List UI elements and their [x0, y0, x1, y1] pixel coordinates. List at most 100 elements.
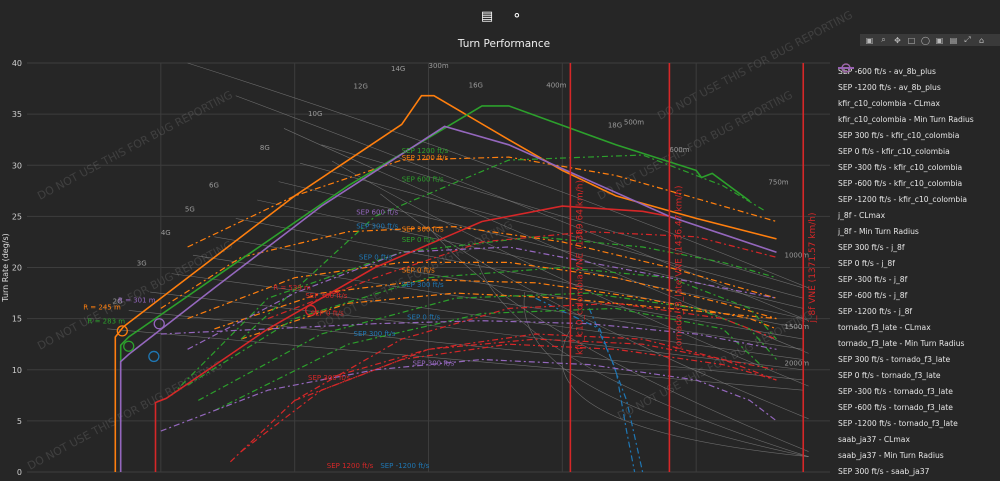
g-label: 2G: [113, 297, 123, 305]
sep-annotation: SEP 0 ft/s: [402, 236, 435, 244]
g-load-line: [321, 144, 804, 289]
legend-label: SEP -600 ft/s - kfir_c10_colombia: [838, 178, 963, 188]
legend-item[interactable]: SEP -1200 ft/s - j_8f: [838, 67, 1000, 319]
sep-annotation: SEP 300 ft/s: [412, 360, 454, 368]
legend-item[interactable]: SEP -600 ft/s - j_8f: [838, 67, 1000, 303]
home-icon[interactable]: ⌂: [978, 35, 985, 45]
legend-item[interactable]: SEP -600 ft/s - kfir_c10_colombia: [838, 67, 1000, 191]
legend-item[interactable]: SEP 300 ft/s - tornado_f3_late: [838, 67, 1000, 367]
legend-item[interactable]: SEP -1200 ft/s - kfir_c10_colombia: [838, 67, 1000, 207]
sep-annotation: SEP 0 ft/s: [407, 314, 440, 322]
autoscale-icon[interactable]: ⤢: [964, 35, 971, 44]
sep-annotation: SEP 0 ft/s: [311, 310, 344, 318]
legend-item[interactable]: SEP 0 ft/s - tornado_f3_late: [838, 67, 1000, 383]
vne-label: kfir_c10_colombia VNE (1389.64 km/h): [575, 180, 585, 355]
vne-label: tornado_f3_late VNE (1436.47 km/h): [674, 185, 684, 349]
legend-item[interactable]: SEP 300 ft/s - kfir_c10_colombia: [838, 67, 1000, 143]
g-load-line: [150, 291, 804, 371]
legend-item[interactable]: SEP -1200 ft/s - tornado_f3_late: [838, 67, 1000, 431]
radius-label: 300m: [429, 62, 449, 70]
legend-item[interactable]: SEP -600 ft/s - av_8b_plus: [838, 63, 1000, 79]
min-radius-marker: [116, 325, 128, 337]
sep-annotation: SEP 300 ft/s: [308, 374, 350, 382]
legend-item[interactable]: SEP 0 ft/s - j_8f: [838, 67, 1000, 271]
legend-label: SEP 300 ft/s - kfir_c10_colombia: [838, 130, 960, 140]
legend-item[interactable]: kfir_c10_colombia - Min Turn Radius: [838, 63, 1000, 127]
g-load-line: [214, 236, 804, 340]
sep-annotation: SEP 1200 ft/s: [327, 462, 374, 470]
lasso-icon[interactable]: ◯: [921, 35, 930, 45]
series-line: [267, 231, 777, 320]
legend-item[interactable]: j_8f - CLmax: [838, 67, 1000, 223]
legend-item[interactable]: kfir_c10_colombia - CLmax: [838, 67, 1000, 111]
legend-item[interactable]: SEP -600 ft/s - tornado_f3_late: [838, 67, 1000, 415]
sep-annotation: SEP 0 ft/s: [402, 267, 435, 275]
box-select-icon[interactable]: □: [907, 35, 916, 45]
series-line: [535, 297, 644, 473]
y-tick-label: 25: [12, 212, 22, 221]
series-line: [160, 225, 777, 309]
legend-item[interactable]: saab_ja37 - Min Turn Radius: [838, 63, 1000, 463]
y-tick-label: 20: [12, 264, 22, 273]
legend-item[interactable]: SEP 300 ft/s - saab_ja37: [838, 67, 1000, 479]
g-load-line: [171, 273, 804, 360]
series-line: [294, 343, 777, 401]
legend-label: SEP -600 ft/s - j_8f: [838, 290, 908, 300]
top-toolbar: ▤ ⚬: [480, 10, 524, 24]
legend-label: tornado_f3_late - CLmax: [838, 322, 931, 332]
legend-item[interactable]: tornado_f3_late - Min Turn Radius: [838, 63, 1000, 351]
g-load-line: [278, 181, 804, 309]
zoom-icon[interactable]: ⌕: [881, 35, 886, 44]
g-label: 18G: [608, 121, 622, 129]
zoom-out-icon[interactable]: ▤: [949, 35, 958, 45]
series-line: [214, 279, 777, 330]
pan-icon[interactable]: ✥: [894, 35, 901, 45]
y-axis-label: Turn Rate (deg/s): [1, 233, 10, 303]
radius-label: 400m: [546, 82, 566, 90]
legend-label: saab_ja37 - CLmax: [838, 434, 910, 444]
legend-item[interactable]: j_8f - Min Turn Radius: [838, 63, 1000, 239]
g-label: 3G: [137, 259, 147, 267]
turn-radius-curve: [235, 95, 809, 321]
share-icon[interactable]: ⚬: [511, 9, 523, 24]
zoom-in-icon[interactable]: ▣: [935, 35, 944, 45]
legend-item[interactable]: saab_ja37 - CLmax: [838, 67, 1000, 447]
sep-annotation: SEP 300 ft/s: [402, 226, 444, 234]
legend-item[interactable]: SEP -300 ft/s - j_8f: [838, 67, 1000, 287]
y-tick-label: 5: [17, 417, 22, 426]
legend-item[interactable]: tornado_f3_late - CLmax: [838, 67, 1000, 335]
radius-label: 1000m: [784, 251, 809, 259]
legend-label: SEP -300 ft/s - j_8f: [838, 274, 908, 284]
modebar: ▣ ⌕ ✥ □ ◯ ▣ ▤ ⤢ ⌂: [860, 34, 1000, 46]
series-line: [187, 246, 777, 350]
legend-label: SEP -600 ft/s - av_8b_plus: [838, 66, 936, 76]
legend-item[interactable]: SEP 0 ft/s - kfir_c10_colombia: [838, 67, 1000, 159]
legend-label: SEP 300 ft/s - j_8f: [838, 242, 905, 252]
sep-annotation: R = 245 m: [83, 303, 121, 311]
legend-label: SEP -300 ft/s - tornado_f3_late: [838, 386, 953, 396]
radius-label: 600m: [669, 146, 689, 154]
ruler-icon[interactable]: ▤: [480, 9, 494, 24]
min-radius-marker: [153, 318, 165, 330]
series-line: [154, 205, 670, 472]
radius-label: 750m: [768, 179, 788, 187]
legend-item[interactable]: SEP -300 ft/s - kfir_c10_colombia: [838, 67, 1000, 175]
g-label: 5G: [185, 205, 195, 213]
legend-item[interactable]: SEP 300 ft/s - j_8f: [838, 67, 1000, 255]
series-line: [119, 105, 751, 472]
legend-label: SEP -300 ft/s - kfir_c10_colombia: [838, 162, 963, 172]
g-label: 8G: [260, 144, 270, 152]
legend-label: saab_ja37 - Min Turn Radius: [838, 450, 944, 460]
legend-item[interactable]: SEP -300 ft/s - tornado_f3_late: [838, 67, 1000, 399]
turn-radius-curve: [380, 193, 809, 420]
turn-radius-curve: [561, 324, 809, 457]
sep-annotation: SEP 300 ft/s: [354, 330, 396, 338]
camera-icon[interactable]: ▣: [865, 35, 874, 45]
legend-item[interactable]: SEP -1200 ft/s - av_8b_plus: [838, 67, 1000, 95]
legend-label: tornado_f3_late - Min Turn Radius: [838, 338, 965, 348]
series-line: [187, 156, 777, 248]
sep-annotation: R = 539 m: [273, 284, 311, 292]
turn-radius-curve: [523, 291, 809, 457]
chart-title: Turn Performance: [457, 38, 551, 50]
